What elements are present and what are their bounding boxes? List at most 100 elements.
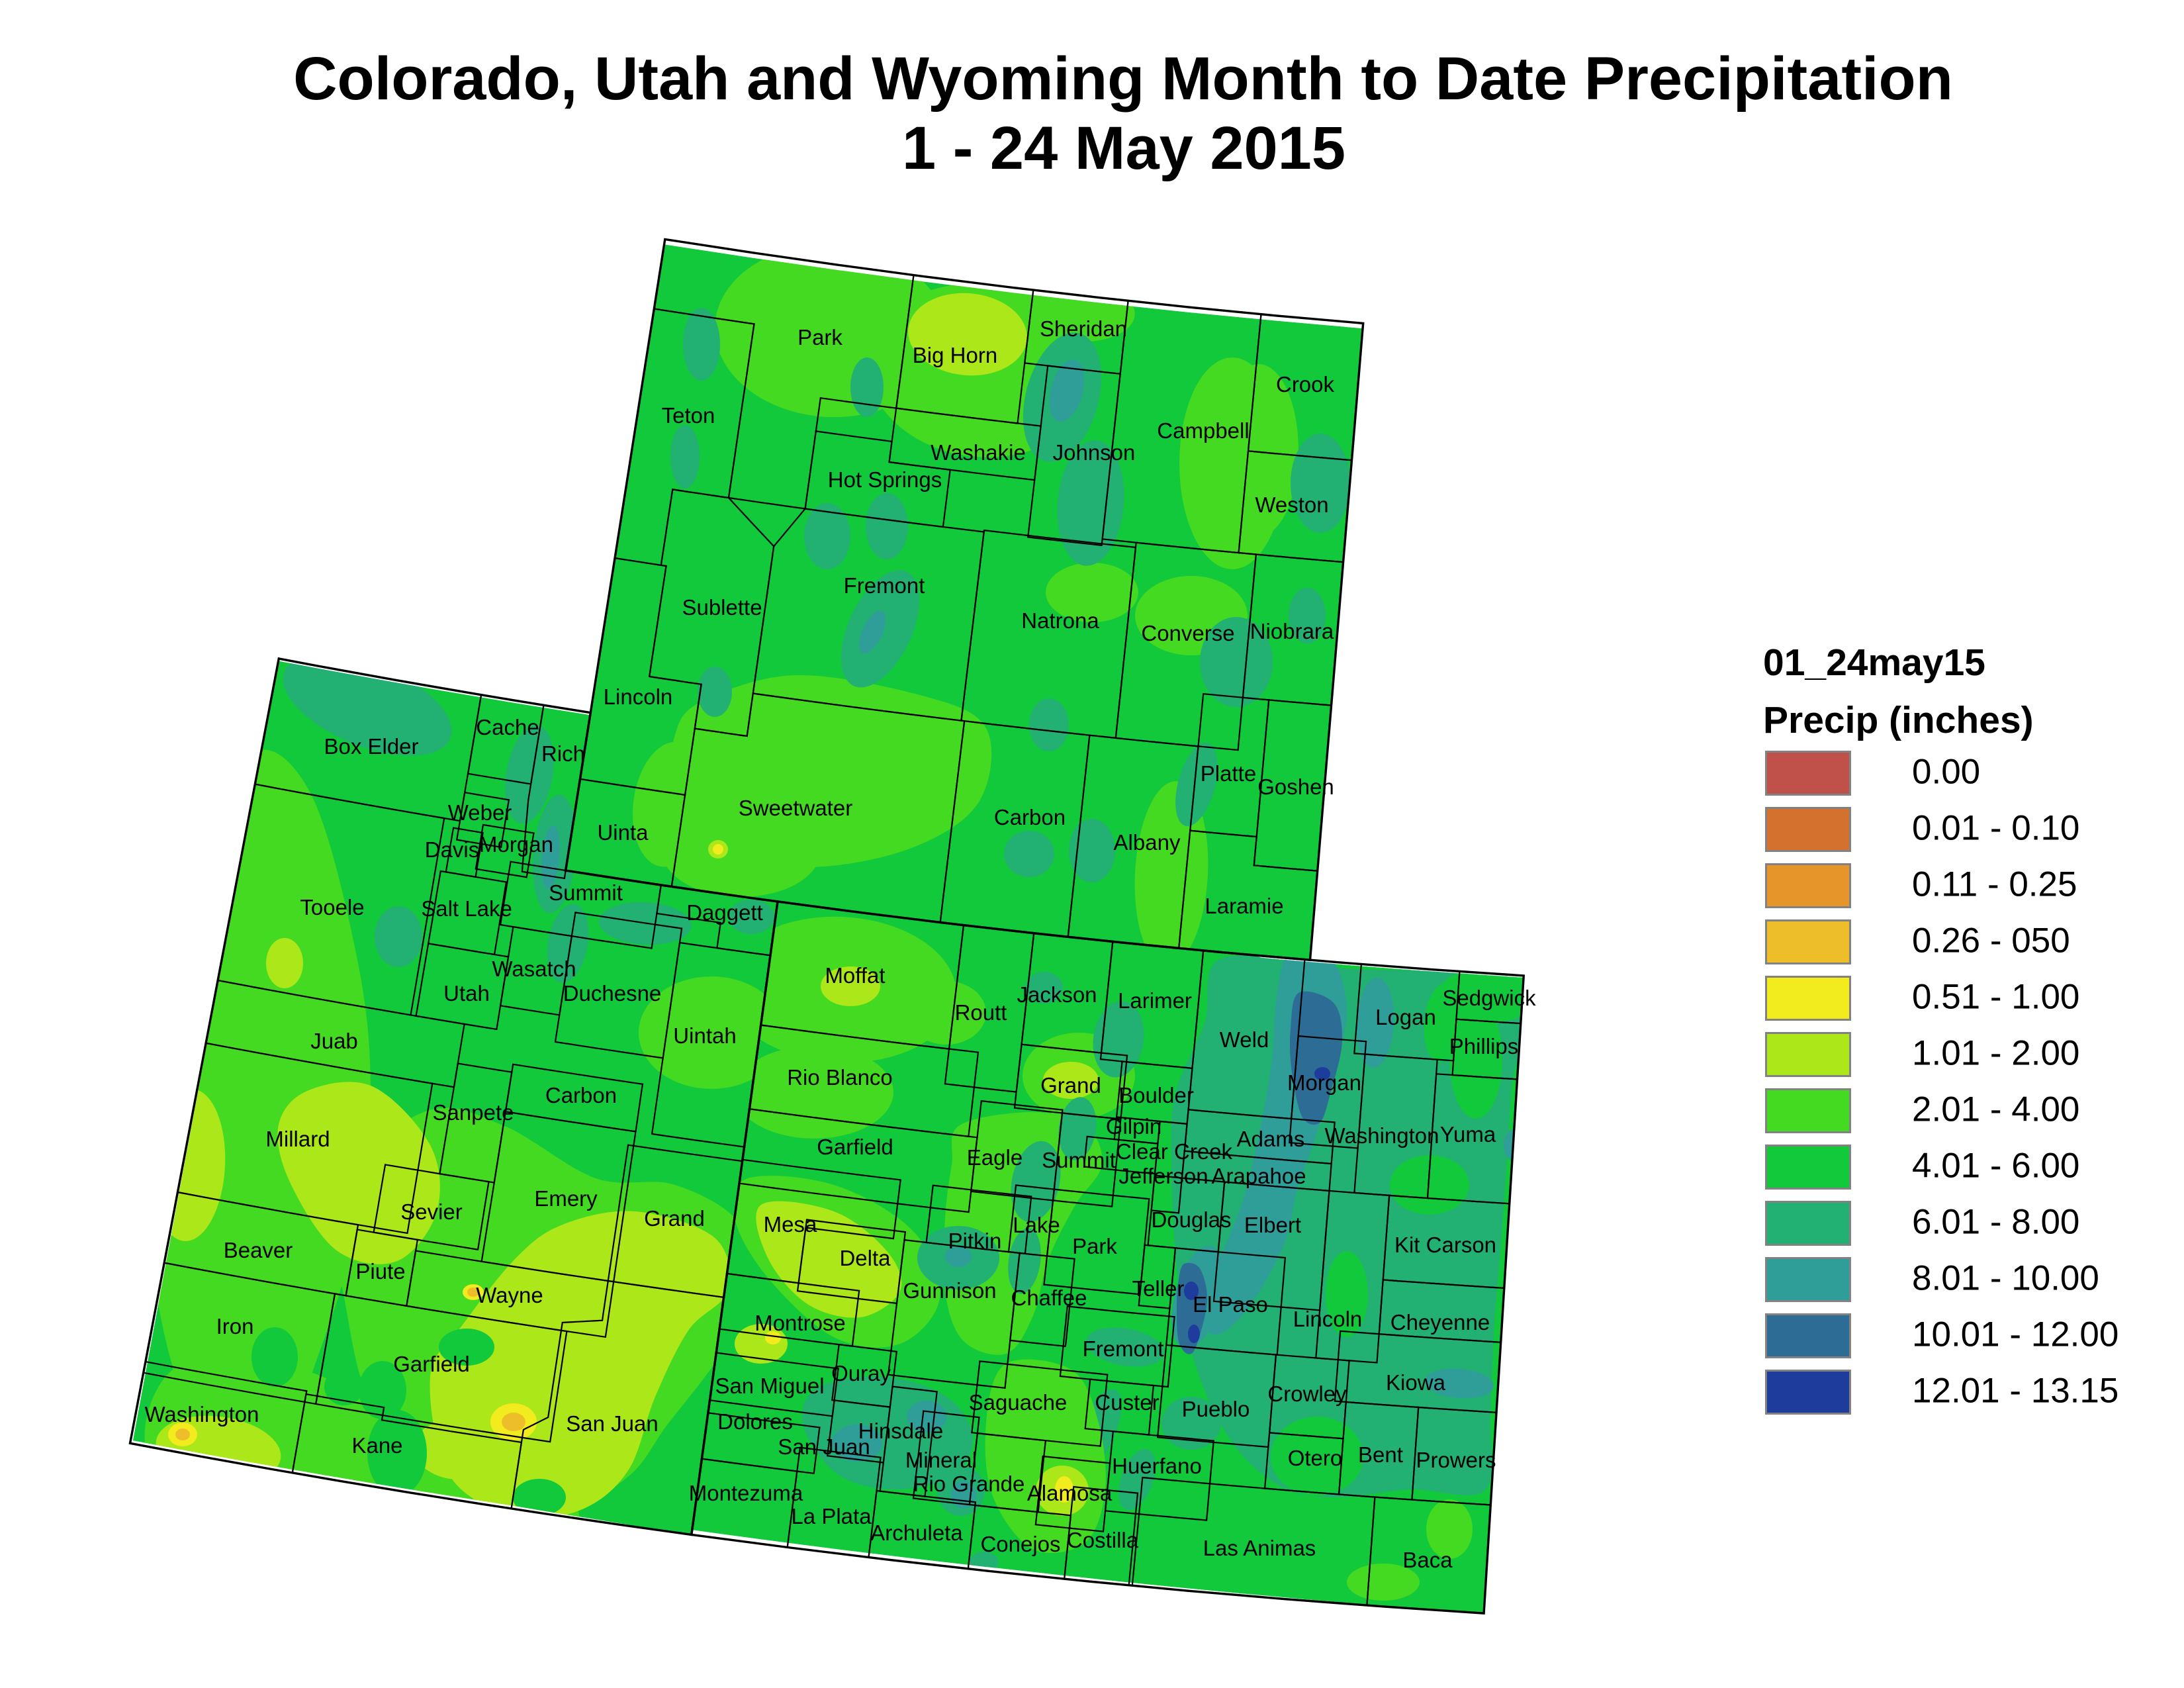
svg-text:La Plata: La Plata bbox=[791, 1504, 872, 1528]
svg-text:Logan: Logan bbox=[1375, 1005, 1436, 1029]
svg-text:Phillips: Phillips bbox=[1449, 1034, 1519, 1058]
svg-text:Goshen: Goshen bbox=[1257, 774, 1334, 799]
svg-text:Dolores: Dolores bbox=[717, 1409, 793, 1434]
svg-text:Fremont: Fremont bbox=[1083, 1336, 1164, 1361]
svg-text:Bent: Bent bbox=[1358, 1442, 1403, 1467]
svg-text:San Miguel: San Miguel bbox=[715, 1374, 824, 1398]
svg-text:Yuma: Yuma bbox=[1440, 1122, 1496, 1147]
svg-text:Converse: Converse bbox=[1141, 621, 1234, 645]
svg-text:Garfield: Garfield bbox=[817, 1135, 893, 1159]
svg-text:Larimer: Larimer bbox=[1118, 988, 1192, 1013]
svg-text:San Juan: San Juan bbox=[778, 1434, 870, 1459]
svg-text:Hinsdale: Hinsdale bbox=[858, 1419, 943, 1443]
svg-text:Kit Carson: Kit Carson bbox=[1394, 1233, 1496, 1257]
svg-text:Gilpin: Gilpin bbox=[1106, 1114, 1161, 1139]
svg-text:Rich: Rich bbox=[541, 741, 585, 766]
svg-text:Prowers: Prowers bbox=[1416, 1448, 1496, 1472]
svg-text:Hot Springs: Hot Springs bbox=[828, 467, 942, 492]
svg-text:Jefferson: Jefferson bbox=[1118, 1164, 1208, 1188]
svg-text:Piute: Piute bbox=[355, 1259, 405, 1284]
svg-text:Teton: Teton bbox=[662, 403, 715, 428]
svg-text:Beaver: Beaver bbox=[224, 1238, 293, 1262]
svg-text:Sevier: Sevier bbox=[400, 1199, 463, 1224]
svg-text:Summit: Summit bbox=[549, 880, 623, 905]
svg-text:Fremont: Fremont bbox=[844, 573, 925, 598]
svg-text:Elbert: Elbert bbox=[1244, 1213, 1301, 1237]
svg-text:Sheridan: Sheridan bbox=[1040, 316, 1127, 341]
svg-text:Huerfano: Huerfano bbox=[1112, 1454, 1202, 1478]
svg-text:Iron: Iron bbox=[216, 1314, 254, 1338]
svg-text:Cache: Cache bbox=[476, 715, 539, 739]
svg-text:Sweetwater: Sweetwater bbox=[739, 796, 852, 820]
svg-text:Morgan: Morgan bbox=[479, 832, 553, 857]
svg-text:Millard: Millard bbox=[265, 1127, 330, 1151]
svg-text:Pitkin: Pitkin bbox=[948, 1229, 1002, 1253]
svg-text:Costilla: Costilla bbox=[1067, 1528, 1139, 1552]
svg-text:Chaffee: Chaffee bbox=[1011, 1286, 1087, 1310]
svg-text:Lake: Lake bbox=[1013, 1213, 1060, 1237]
svg-text:Sublette: Sublette bbox=[682, 595, 762, 620]
svg-text:Crook: Crook bbox=[1276, 372, 1335, 397]
svg-text:Johnson: Johnson bbox=[1053, 440, 1136, 465]
svg-text:Daggett: Daggett bbox=[686, 900, 763, 925]
svg-text:Jackson: Jackson bbox=[1017, 982, 1097, 1007]
svg-text:Weber: Weber bbox=[448, 800, 512, 825]
svg-text:Campbell: Campbell bbox=[1157, 418, 1249, 443]
svg-text:Uintah: Uintah bbox=[673, 1023, 736, 1048]
svg-text:Grand: Grand bbox=[1040, 1073, 1101, 1098]
svg-text:Carbon: Carbon bbox=[545, 1083, 617, 1107]
svg-text:Delta: Delta bbox=[839, 1246, 891, 1270]
svg-text:Montrose: Montrose bbox=[754, 1311, 846, 1335]
svg-text:Big Horn: Big Horn bbox=[913, 343, 997, 367]
svg-text:Lincoln: Lincoln bbox=[1293, 1307, 1363, 1331]
svg-text:Albany: Albany bbox=[1114, 830, 1181, 855]
svg-text:Rio Blanco: Rio Blanco bbox=[787, 1065, 893, 1090]
svg-text:Clear Creek: Clear Creek bbox=[1116, 1139, 1233, 1164]
svg-text:Kiowa: Kiowa bbox=[1386, 1370, 1446, 1395]
svg-text:Mineral: Mineral bbox=[905, 1448, 977, 1472]
svg-text:Washington: Washington bbox=[144, 1402, 259, 1427]
svg-text:Adams: Adams bbox=[1237, 1127, 1305, 1151]
svg-text:Weston: Weston bbox=[1255, 492, 1328, 517]
svg-text:Saguache: Saguache bbox=[969, 1390, 1068, 1415]
svg-text:Uinta: Uinta bbox=[597, 820, 649, 845]
svg-text:Sanpete: Sanpete bbox=[433, 1100, 514, 1125]
svg-text:Douglas: Douglas bbox=[1151, 1207, 1231, 1232]
svg-text:Custer: Custer bbox=[1095, 1390, 1159, 1415]
svg-text:Routt: Routt bbox=[955, 1000, 1007, 1025]
svg-text:Washakie: Washakie bbox=[931, 440, 1026, 465]
svg-text:Weld: Weld bbox=[1220, 1027, 1269, 1052]
svg-text:Arapahoe: Arapahoe bbox=[1211, 1164, 1306, 1188]
svg-text:Platte: Platte bbox=[1201, 761, 1256, 786]
svg-text:Teller: Teller bbox=[1132, 1276, 1185, 1301]
svg-text:Sedgwick: Sedgwick bbox=[1442, 986, 1536, 1010]
svg-text:Alamosa: Alamosa bbox=[1027, 1481, 1113, 1505]
svg-text:Niobrara: Niobrara bbox=[1250, 619, 1334, 643]
svg-text:Morgan: Morgan bbox=[1287, 1070, 1361, 1095]
svg-text:Rio Grande: Rio Grande bbox=[913, 1472, 1025, 1496]
svg-text:Archuleta: Archuleta bbox=[870, 1521, 963, 1545]
svg-text:San Juan: San Juan bbox=[566, 1411, 658, 1436]
svg-text:Laramie: Laramie bbox=[1205, 894, 1283, 918]
svg-text:Duchesne: Duchesne bbox=[563, 981, 662, 1006]
svg-text:Park: Park bbox=[1072, 1234, 1117, 1258]
svg-text:Natrona: Natrona bbox=[1021, 608, 1099, 633]
svg-text:Garfield: Garfield bbox=[393, 1352, 470, 1376]
svg-text:Park: Park bbox=[797, 325, 842, 350]
svg-text:Moffat: Moffat bbox=[825, 963, 885, 988]
svg-text:Juab: Juab bbox=[310, 1029, 358, 1053]
svg-text:Ouray: Ouray bbox=[831, 1361, 891, 1385]
svg-text:Utah: Utah bbox=[443, 981, 490, 1006]
svg-text:Cheyenne: Cheyenne bbox=[1390, 1310, 1490, 1335]
svg-text:Eagle: Eagle bbox=[967, 1145, 1023, 1170]
svg-text:Carbon: Carbon bbox=[994, 805, 1066, 829]
svg-text:Pueblo: Pueblo bbox=[1182, 1397, 1250, 1421]
svg-text:Baca: Baca bbox=[1402, 1548, 1453, 1572]
svg-text:Washington: Washington bbox=[1324, 1123, 1439, 1148]
svg-text:Conejos: Conejos bbox=[980, 1532, 1060, 1556]
svg-text:Las Animas: Las Animas bbox=[1203, 1536, 1316, 1560]
svg-text:Summit: Summit bbox=[1042, 1148, 1116, 1172]
svg-text:Tooele: Tooele bbox=[300, 895, 364, 919]
svg-text:Wayne: Wayne bbox=[476, 1283, 543, 1307]
svg-text:Emery: Emery bbox=[534, 1186, 598, 1211]
